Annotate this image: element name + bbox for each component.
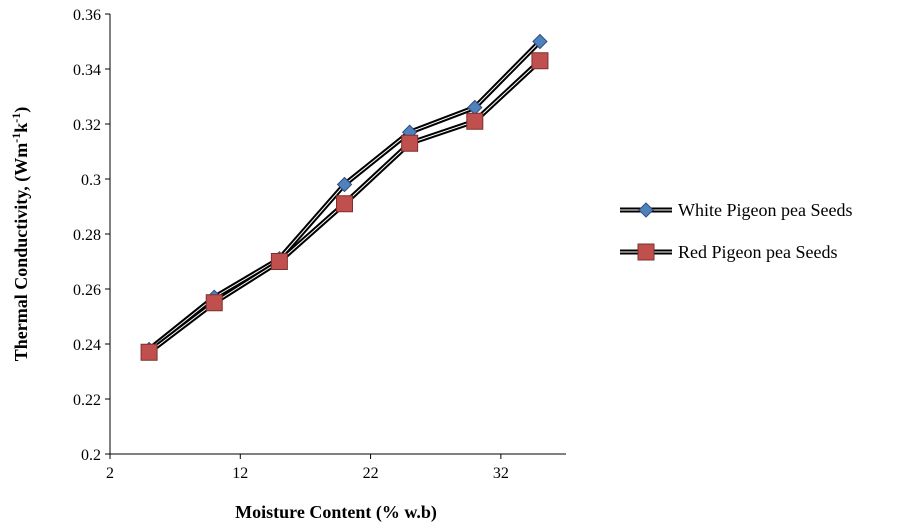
- y-axis-title: Thermal Conductivity, (Wm-1k-1): [9, 107, 32, 362]
- data-point-diamond: [532, 33, 548, 50]
- y-tick-label: 0.26: [73, 282, 101, 299]
- data-point-square: [401, 134, 419, 152]
- x-tick-label: 32: [493, 465, 509, 482]
- legend-label-white: White Pigeon pea Seeds: [678, 200, 852, 220]
- y-tick-label: 0.36: [73, 7, 101, 24]
- legend-marker-square: [637, 243, 655, 261]
- legend-entry-white: White Pigeon pea Seeds: [620, 200, 852, 220]
- x-tick-label: 12: [232, 465, 248, 482]
- y-tick-label: 0.28: [73, 227, 101, 244]
- x-tick-label: 22: [363, 465, 379, 482]
- y-axis-title-sup2: -1: [9, 113, 23, 123]
- x-axis-title: Moisture Content (% w.b): [235, 502, 437, 523]
- data-point-square: [531, 52, 549, 70]
- data-point-square: [466, 112, 484, 130]
- y-axis-title-end: ): [11, 107, 32, 113]
- y-tick-label: 0.34: [73, 62, 101, 79]
- y-tick-label: 0.24: [73, 337, 101, 354]
- data-point-square: [336, 195, 354, 213]
- y-axis-title-sup1: -1: [9, 133, 23, 143]
- data-point-diamond: [336, 176, 353, 193]
- y-axis-title-mid: k: [11, 123, 31, 133]
- y-tick-label: 0.32: [73, 117, 101, 134]
- y-axis-title-main: Thermal Conductivity, (Wm: [11, 143, 32, 362]
- x-ticks: 2 12 22 32: [106, 454, 509, 482]
- axes: [109, 14, 566, 455]
- legend-marker-diamond: [638, 202, 654, 218]
- y-tick-label: 0.2: [81, 447, 101, 464]
- legend-label-red: Red Pigeon pea Seeds: [678, 242, 837, 262]
- data-point-square: [140, 343, 158, 361]
- x-tick-label: 2: [106, 465, 114, 482]
- data-point-square: [205, 294, 223, 312]
- data-point-square: [270, 253, 288, 270]
- y-tick-label: 0.3: [81, 172, 101, 189]
- legend: White Pigeon pea Seeds Red Pigeon pea Se…: [620, 200, 852, 262]
- series-layer: [140, 33, 549, 361]
- y-ticks: 0.2 0.22 0.24 0.26 0.28 0.3 0.32 0.34 0.36: [73, 7, 110, 464]
- legend-entry-red: Red Pigeon pea Seeds: [620, 242, 837, 262]
- y-tick-label: 0.22: [73, 392, 101, 409]
